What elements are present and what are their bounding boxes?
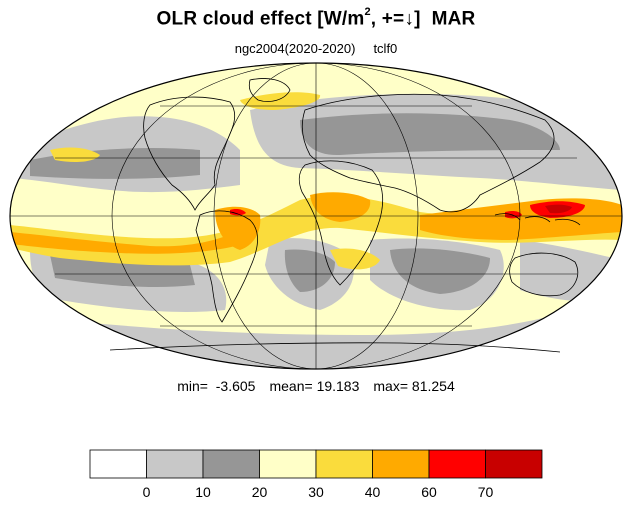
down-arrow-icon: ↓ [404, 8, 415, 30]
coastline-indonesia [494, 213, 581, 226]
map-border [9, 62, 623, 370]
subtitle-run: ngc2004(2020-2020) [234, 41, 356, 56]
title-prefix: OLR cloud effect [W/m [156, 8, 365, 30]
colorbar-box-1 [146, 449, 204, 479]
max-label: max= [373, 378, 409, 394]
colorbar-tick-label: 30 [308, 484, 324, 500]
colorbar-tick-label: 0 [143, 484, 151, 500]
title-superscript: 2 [364, 6, 371, 18]
field-region-orange-amazon [215, 206, 261, 250]
title-month: MAR [431, 8, 476, 30]
min-label: min= [177, 378, 208, 394]
field-region-dark-red-west-pacific [545, 204, 572, 214]
colorbar-tick-label: 40 [365, 484, 381, 500]
field-region-red-amazon [230, 209, 246, 216]
title-sign-text: , += [370, 8, 405, 30]
colorbar-box-7 [485, 449, 543, 479]
min-value: -3.605 [215, 378, 256, 394]
field-region-orange-itcz [10, 230, 240, 254]
coastline-antarctica [109, 342, 561, 353]
map-title: OLR cloud effect [W/m2, +=↓] MAR [0, 6, 632, 30]
colorbar-tick-label: 60 [421, 484, 437, 500]
colorbar-box-2 [202, 449, 260, 479]
field-region-dark-gray-south-atlantic [284, 249, 335, 292]
field-region-red-indonesia [505, 211, 522, 219]
field-region-yellow-south-atlantic [330, 248, 380, 270]
field-region-dark-gray-eurasia [300, 113, 560, 156]
title-bracket: ] [414, 8, 421, 30]
field-region-orange-africa [310, 192, 371, 222]
colorbar-box-0 [89, 449, 147, 479]
colorbar-box-3 [259, 449, 317, 479]
coastline-europe-asia [301, 93, 555, 213]
colorbar-box-6 [428, 449, 486, 479]
field-region-yellow-north-pacific-storm [50, 147, 100, 163]
colorbar-tick-label: 10 [195, 484, 211, 500]
colorbar-tick-label: 70 [478, 484, 494, 500]
field-region-yellow-north-atlantic-storm [240, 92, 321, 110]
mean-value: 19.183 [316, 378, 360, 394]
coastline-africa [298, 160, 384, 286]
colorbar-tick-label: 20 [252, 484, 268, 500]
coastlines [109, 78, 581, 353]
field-statistics: min= -3.605 mean= 19.183 max= 81.254 [0, 378, 632, 394]
colorbar-box-4 [315, 449, 373, 479]
mean-label: mean= [269, 378, 313, 394]
coastline-south-america [195, 210, 258, 323]
coastline-north-america [143, 96, 236, 211]
max-value: 81.254 [411, 378, 455, 394]
coastline-greenland [248, 78, 291, 102]
coastline-australia [509, 252, 579, 297]
map-subtitle: ngc2004(2020-2020) tclf0 [0, 41, 632, 56]
field-region-dark-gray-indian-ocean [390, 248, 490, 294]
subtitle-variable: tclf0 [373, 41, 398, 56]
colorbar-box-5 [372, 449, 430, 479]
